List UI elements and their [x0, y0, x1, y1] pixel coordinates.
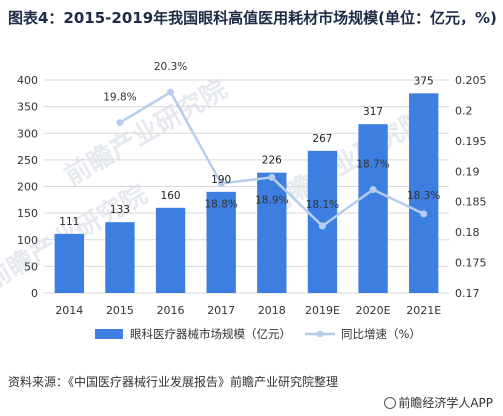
y-left-tick-label: 350 [17, 101, 38, 114]
axes: 0 50 100 150 200 250 300 350 400 0.17 0.175 0.18 0.1… [17, 74, 487, 317]
growth-value-label: 18.1% [306, 199, 339, 211]
bar [409, 93, 439, 293]
legend-bar-swatch [95, 329, 123, 339]
brand-text: 前瞻经济学人APP [398, 396, 493, 410]
y-right-tick-label: 0.205 [455, 74, 487, 87]
growth-value-label: 20.3% [154, 61, 187, 73]
line-point [268, 173, 276, 181]
bar [206, 191, 236, 293]
bar [155, 207, 186, 293]
watermark-text: 前瞻产业研究院 [59, 74, 232, 192]
source-note: 资料来源：《中国医疗器械行业发展报告》前瞻产业研究院整理 [8, 375, 339, 389]
data-labels: 111 133 160 190 226 267 317 375 19.8% 20.3% 18.8% 1… [59, 61, 440, 228]
bar [307, 150, 338, 293]
line-point [167, 88, 175, 96]
y-left-tick-label: 150 [17, 207, 38, 220]
line-point [116, 119, 124, 127]
y-right-tick-label: 0.19 [455, 165, 480, 178]
growth-value-label: 19.8% [103, 92, 136, 104]
bar-value-label: 160 [161, 190, 181, 202]
y-right-tick-label: 0.185 [455, 196, 487, 209]
bar-series [54, 93, 439, 293]
y-left-tick-label: 100 [17, 234, 38, 247]
line-point [420, 210, 428, 218]
x-tick-label: 2017 [207, 304, 235, 317]
legend: 眼科医疗器械市场规模（亿元） 同比增速（%） [95, 327, 421, 341]
bar [358, 124, 388, 293]
gridlines [44, 79, 449, 294]
legend-line-label: 同比增速（%） [341, 327, 421, 341]
bar-value-label: 317 [363, 106, 383, 118]
y-right-tick-label: 0.195 [455, 135, 487, 148]
y-left-tick-label: 0 [31, 287, 38, 300]
line-point [318, 222, 326, 230]
line-point [217, 179, 225, 187]
line-point [369, 186, 377, 194]
y-right-tick-label: 0.175 [455, 257, 487, 270]
line-series [116, 88, 428, 230]
bar-value-label: 226 [262, 155, 282, 167]
x-tick-label: 2015 [106, 304, 134, 317]
bar-value-label: 133 [110, 204, 130, 216]
growth-value-label: 18.9% [255, 194, 288, 206]
y-right-tick-label: 0.17 [455, 287, 480, 300]
bar-value-label: 111 [59, 216, 79, 228]
x-tick-label: 2014 [55, 304, 83, 317]
x-tick-label: 2020E [356, 304, 391, 317]
bar [257, 172, 287, 293]
legend-line-marker [316, 330, 324, 338]
bar [54, 233, 84, 293]
chart-title: 图表4：2015-2019年我国眼科高值医用耗材市场规模(单位：亿元，%) [8, 9, 497, 27]
legend-bar-label: 眼科医疗器械市场规模（亿元） [130, 327, 291, 341]
x-tick-label: 2019E [305, 304, 340, 317]
brand-footer: 前瞻经济学人APP [384, 394, 493, 411]
x-tick-label: 2018 [258, 304, 286, 317]
growth-value-label: 18.3% [407, 190, 440, 202]
y-left-tick-label: 400 [17, 74, 38, 87]
growth-value-label: 18.7% [356, 159, 389, 171]
bar-value-label: 190 [211, 174, 231, 186]
x-tick-label: 2021E [406, 304, 441, 317]
y-left-tick-label: 300 [17, 127, 38, 140]
x-tick-label: 2016 [157, 304, 185, 317]
y-right-tick-label: 0.18 [455, 226, 480, 239]
growth-value-label: 18.8% [205, 198, 238, 210]
y-left-tick-label: 250 [17, 154, 38, 167]
brand-logo-icon [384, 397, 397, 409]
bar [105, 222, 135, 293]
y-right-tick-label: 0.2 [455, 104, 473, 117]
bar-value-label: 375 [414, 75, 434, 87]
y-left-tick-label: 50 [24, 260, 38, 273]
bar-value-label: 267 [312, 133, 332, 145]
y-left-tick-label: 200 [17, 181, 38, 194]
chart-area: 前瞻产业研究院前瞻产业研究院前瞻产业研究院 111133160190226267… [0, 61, 487, 341]
